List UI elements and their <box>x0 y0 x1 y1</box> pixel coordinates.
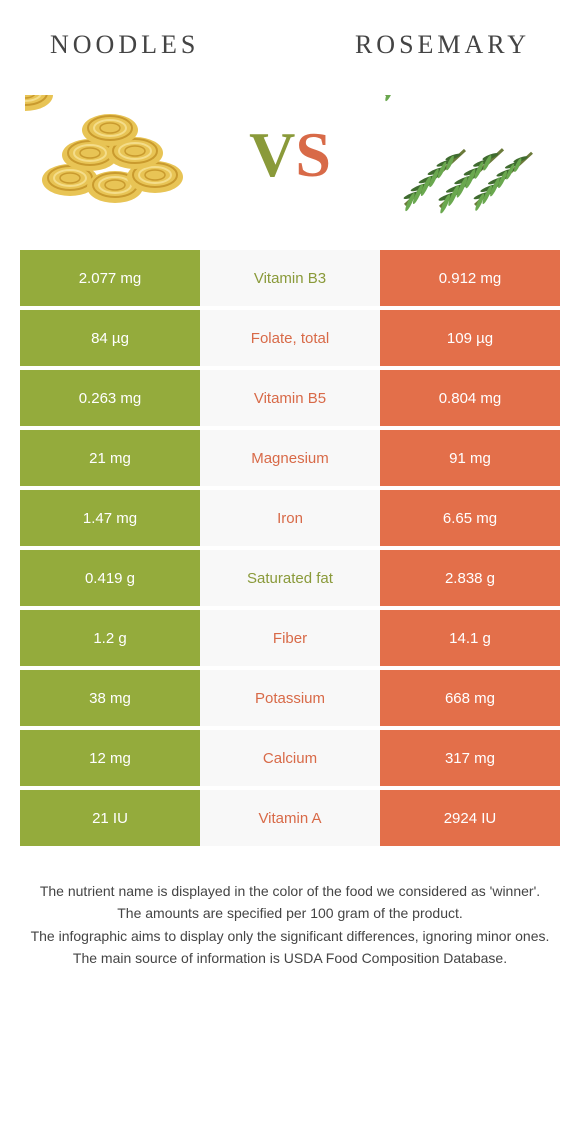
right-value: 668 mg <box>380 670 560 726</box>
left-value: 38 mg <box>20 670 200 726</box>
nutrient-name: Saturated fat <box>200 550 380 606</box>
table-row: 12 mgCalcium317 mg <box>20 730 560 786</box>
left-value: 0.263 mg <box>20 370 200 426</box>
table-row: 38 mgPotassium668 mg <box>20 670 560 726</box>
hero-row: VS <box>0 80 580 250</box>
left-value: 1.2 g <box>20 610 200 666</box>
right-value: 109 µg <box>380 310 560 366</box>
left-value: 12 mg <box>20 730 200 786</box>
nutrient-name: Vitamin B5 <box>200 370 380 426</box>
footer-line-2: The amounts are specified per 100 gram o… <box>20 902 560 924</box>
right-value: 2924 IU <box>380 790 560 846</box>
nutrient-name: Vitamin B3 <box>200 250 380 306</box>
left-value: 0.419 g <box>20 550 200 606</box>
footer-notes: The nutrient name is displayed in the co… <box>0 850 580 970</box>
right-value: 317 mg <box>380 730 560 786</box>
right-value: 0.804 mg <box>380 370 560 426</box>
footer-line-1: The nutrient name is displayed in the co… <box>20 880 560 902</box>
left-value: 1.47 mg <box>20 490 200 546</box>
vs-label: VS <box>249 118 331 192</box>
left-food-title: Noodles <box>50 30 199 60</box>
right-food-title: Rosemary <box>355 30 530 60</box>
rosemary-image <box>380 90 560 220</box>
nutrient-name: Magnesium <box>200 430 380 486</box>
right-value: 91 mg <box>380 430 560 486</box>
rosemary-icon <box>385 95 555 215</box>
nutrient-table: 2.077 mgVitamin B30.912 mg84 µgFolate, t… <box>20 250 560 846</box>
left-value: 2.077 mg <box>20 250 200 306</box>
table-row: 1.2 gFiber14.1 g <box>20 610 560 666</box>
vs-v: V <box>249 119 295 190</box>
left-value: 21 IU <box>20 790 200 846</box>
nutrient-name: Iron <box>200 490 380 546</box>
table-row: 2.077 mgVitamin B30.912 mg <box>20 250 560 306</box>
nutrient-name: Folate, total <box>200 310 380 366</box>
left-value: 84 µg <box>20 310 200 366</box>
noodles-icon <box>25 95 195 215</box>
table-row: 21 IUVitamin A2924 IU <box>20 790 560 846</box>
nutrient-name: Calcium <box>200 730 380 786</box>
footer-line-3: The infographic aims to display only the… <box>20 925 560 947</box>
noodles-image <box>20 90 200 220</box>
table-row: 0.419 gSaturated fat2.838 g <box>20 550 560 606</box>
nutrient-name: Potassium <box>200 670 380 726</box>
right-value: 0.912 mg <box>380 250 560 306</box>
table-row: 0.263 mgVitamin B50.804 mg <box>20 370 560 426</box>
footer-line-4: The main source of information is USDA F… <box>20 947 560 969</box>
right-value: 6.65 mg <box>380 490 560 546</box>
table-row: 1.47 mgIron6.65 mg <box>20 490 560 546</box>
header: Noodles Rosemary <box>0 0 580 80</box>
table-row: 84 µgFolate, total109 µg <box>20 310 560 366</box>
nutrient-name: Vitamin A <box>200 790 380 846</box>
vs-s: S <box>295 119 331 190</box>
nutrient-name: Fiber <box>200 610 380 666</box>
right-value: 14.1 g <box>380 610 560 666</box>
left-value: 21 mg <box>20 430 200 486</box>
right-value: 2.838 g <box>380 550 560 606</box>
table-row: 21 mgMagnesium91 mg <box>20 430 560 486</box>
